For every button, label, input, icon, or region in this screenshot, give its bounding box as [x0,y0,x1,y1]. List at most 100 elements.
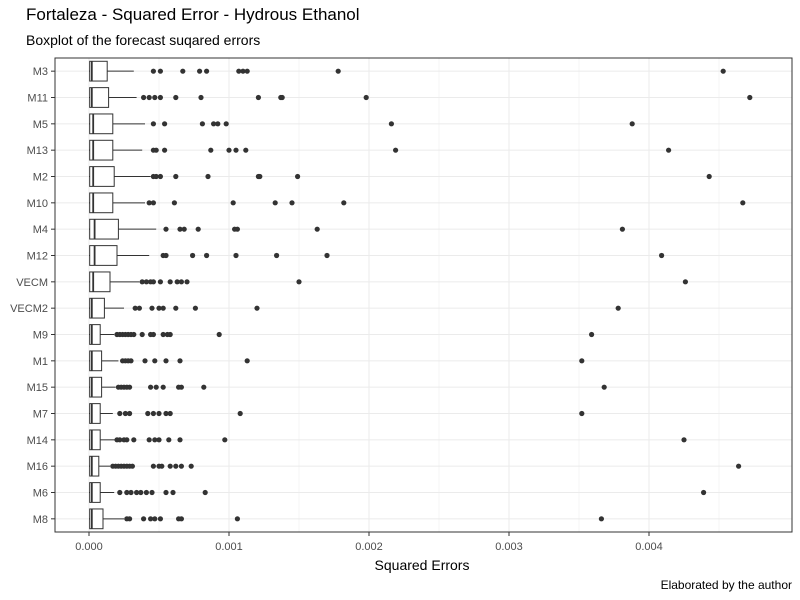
outlier-point [184,279,190,285]
y-tick-label: M14 [27,435,48,447]
outlier-point [208,147,214,153]
outlier-point [124,437,130,443]
box-iqr [89,455,100,477]
outlier-point [167,331,173,338]
outlier-point [629,121,635,127]
y-tick-label: M5 [33,119,48,131]
y-tick-label: M7 [33,409,48,421]
outlier-point [153,173,159,180]
plot-panel [54,57,793,533]
outlier-point [149,305,155,311]
outlier-point [178,516,184,522]
outlier-point [215,121,221,127]
outlier-point [701,489,707,496]
outlier-point [163,489,169,496]
box-iqr [89,271,111,293]
x-tick-label: 0.003 [495,541,523,553]
outlier-point [211,121,217,127]
outlier-point [177,226,183,232]
boxplot-m1 [89,350,585,372]
y-tick-label: M8 [33,514,48,526]
outlier-point [156,437,162,443]
chart-title: Fortaleza - Squared Error - Hydrous Etha… [26,5,360,24]
outlier-point [163,252,169,259]
outlier-point [143,489,149,496]
outlier-point [173,305,179,311]
y-tick-label: M2 [33,172,48,184]
x-tick-label: 0.002 [355,541,383,553]
boxplot-m2 [89,166,712,187]
outlier-point [129,463,135,469]
outlier-point [150,463,156,469]
box-iqr [89,192,114,214]
outlier-point [173,94,179,101]
outlier-point [136,305,142,311]
y-tick-label: M16 [27,461,48,473]
outlier-point [117,489,123,496]
outlier-point [244,68,250,74]
y-tick-label: M12 [27,251,48,263]
boxplot-m5 [89,113,635,135]
outlier-point [132,305,138,311]
box-iqr [89,350,103,372]
boxes-layer [89,60,753,530]
outlier-point [159,463,165,469]
box-iqr [89,139,114,161]
outlier-point [150,200,156,206]
outlier-point [666,147,672,153]
outlier-point [156,410,162,417]
outlier-point [579,358,585,364]
outlier-point [167,410,173,417]
outlier-point [682,279,689,285]
outlier-point [148,516,154,522]
boxplot-vecm2 [89,297,621,319]
box-iqr [89,429,101,451]
y-tick-label: M3 [33,66,48,78]
outlier-point [197,68,203,74]
outlier-point [166,437,172,443]
outlier-point [127,384,133,390]
outlier-point [150,121,156,127]
y-axis: M3 M11 M5 M13 M2 M10 M4 M12 VECM VECM2 M9 M1 M15 M7 M1… [10,66,55,526]
box-iqr [89,376,103,398]
outlier-point [201,384,207,390]
outlier-point [720,68,726,74]
outlier-point [180,68,186,74]
outlier-point [163,226,169,232]
box-iqr [89,113,114,135]
x-tick-label: 0.004 [635,541,663,553]
outlier-point [240,68,246,74]
outlier-point [152,358,158,364]
outlier-point [127,516,133,522]
outlier-point [124,489,130,496]
boxplot-m11 [89,87,753,108]
outlier-point [598,516,605,522]
outlier-point [152,516,158,522]
y-tick-label: M6 [33,488,48,500]
outlier-point [615,305,621,311]
outlier-point [153,384,159,390]
outlier-point [335,68,341,74]
chart-caption: Elaborated by the author [660,578,792,592]
boxplot-m16 [89,455,742,477]
boxplot-m12 [89,245,665,266]
outlier-point [324,252,330,259]
outlier-point [150,410,156,417]
outlier-point [142,358,148,364]
outlier-point [139,331,145,338]
outlier-point [153,147,159,153]
outlier-point [204,252,210,259]
outlier-point [178,279,184,285]
outlier-point [341,200,347,206]
y-tick-label: M4 [33,224,48,236]
outlier-point [601,384,607,390]
outlier-point [740,200,746,206]
boxplot-m4 [89,218,626,240]
outlier-point [157,279,163,285]
outlier-point [223,121,229,127]
outlier-point [204,68,210,74]
x-tick-label: 0.000 [75,541,103,553]
outlier-point [195,226,201,232]
outlier-point [157,94,163,101]
